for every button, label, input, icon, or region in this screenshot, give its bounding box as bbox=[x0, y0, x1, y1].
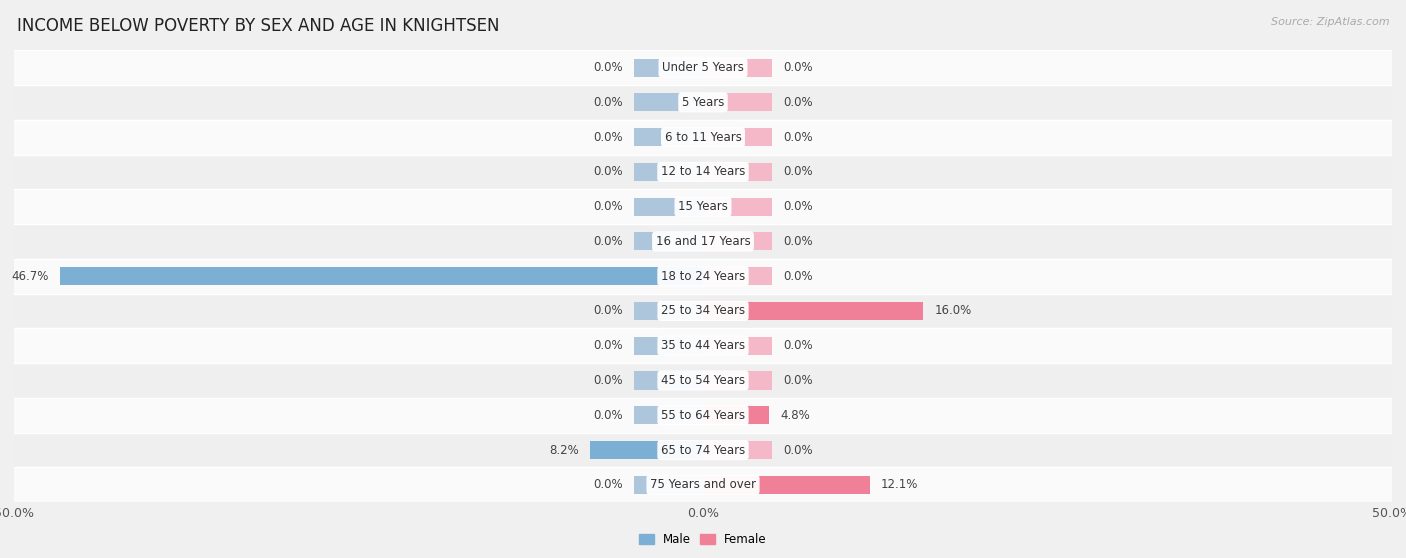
Bar bbox=[703, 406, 769, 424]
Text: 0.0%: 0.0% bbox=[593, 96, 623, 109]
Text: 0.0%: 0.0% bbox=[593, 339, 623, 352]
Text: 6 to 11 Years: 6 to 11 Years bbox=[665, 131, 741, 143]
Bar bbox=[703, 336, 772, 355]
Bar bbox=[703, 232, 772, 251]
Text: 55 to 64 Years: 55 to 64 Years bbox=[661, 409, 745, 422]
Text: 0.0%: 0.0% bbox=[783, 339, 813, 352]
Text: 0.0%: 0.0% bbox=[783, 374, 813, 387]
Bar bbox=[634, 406, 703, 424]
Bar bbox=[634, 302, 703, 320]
Bar bbox=[14, 328, 1392, 363]
Bar bbox=[14, 120, 1392, 155]
Bar bbox=[14, 468, 1392, 502]
Text: 0.0%: 0.0% bbox=[593, 165, 623, 179]
Text: 0.0%: 0.0% bbox=[593, 374, 623, 387]
Text: 0.0%: 0.0% bbox=[593, 131, 623, 143]
Text: 0.0%: 0.0% bbox=[783, 270, 813, 283]
Bar bbox=[703, 198, 772, 216]
Text: 0.0%: 0.0% bbox=[593, 478, 623, 491]
Text: 12.1%: 12.1% bbox=[880, 478, 918, 491]
Bar bbox=[634, 93, 703, 112]
Bar bbox=[703, 267, 772, 285]
Text: 45 to 54 Years: 45 to 54 Years bbox=[661, 374, 745, 387]
Bar bbox=[14, 363, 1392, 398]
Text: 0.0%: 0.0% bbox=[593, 235, 623, 248]
Bar bbox=[703, 128, 772, 146]
Text: 25 to 34 Years: 25 to 34 Years bbox=[661, 305, 745, 318]
Bar bbox=[703, 59, 772, 76]
Text: 0.0%: 0.0% bbox=[593, 409, 623, 422]
Bar bbox=[59, 267, 703, 285]
Text: 0.0%: 0.0% bbox=[783, 131, 813, 143]
Legend: Male, Female: Male, Female bbox=[634, 528, 772, 551]
Text: 16 and 17 Years: 16 and 17 Years bbox=[655, 235, 751, 248]
Text: 0.0%: 0.0% bbox=[593, 305, 623, 318]
Bar bbox=[14, 432, 1392, 468]
Bar bbox=[634, 372, 703, 389]
Bar bbox=[703, 302, 924, 320]
Text: 4.8%: 4.8% bbox=[780, 409, 810, 422]
Text: 8.2%: 8.2% bbox=[550, 444, 579, 456]
Bar bbox=[634, 232, 703, 251]
Bar bbox=[703, 441, 772, 459]
Text: 35 to 44 Years: 35 to 44 Years bbox=[661, 339, 745, 352]
Text: 0.0%: 0.0% bbox=[783, 165, 813, 179]
Text: 0.0%: 0.0% bbox=[593, 200, 623, 213]
Text: 15 Years: 15 Years bbox=[678, 200, 728, 213]
Bar bbox=[634, 476, 703, 494]
Bar bbox=[14, 398, 1392, 432]
Bar bbox=[14, 85, 1392, 120]
Text: Under 5 Years: Under 5 Years bbox=[662, 61, 744, 74]
Bar bbox=[634, 163, 703, 181]
Text: Source: ZipAtlas.com: Source: ZipAtlas.com bbox=[1271, 17, 1389, 27]
Text: 0.0%: 0.0% bbox=[783, 61, 813, 74]
Text: 18 to 24 Years: 18 to 24 Years bbox=[661, 270, 745, 283]
Text: INCOME BELOW POVERTY BY SEX AND AGE IN KNIGHTSEN: INCOME BELOW POVERTY BY SEX AND AGE IN K… bbox=[17, 17, 499, 35]
Bar bbox=[14, 259, 1392, 294]
Bar bbox=[634, 128, 703, 146]
Bar bbox=[634, 59, 703, 76]
Bar bbox=[14, 224, 1392, 259]
Bar bbox=[14, 294, 1392, 328]
Bar bbox=[634, 336, 703, 355]
Bar bbox=[14, 50, 1392, 85]
Text: 0.0%: 0.0% bbox=[783, 444, 813, 456]
Text: 16.0%: 16.0% bbox=[935, 305, 972, 318]
Text: 5 Years: 5 Years bbox=[682, 96, 724, 109]
Text: 12 to 14 Years: 12 to 14 Years bbox=[661, 165, 745, 179]
Bar bbox=[703, 372, 772, 389]
Bar bbox=[14, 189, 1392, 224]
Bar bbox=[634, 198, 703, 216]
Text: 0.0%: 0.0% bbox=[783, 96, 813, 109]
Text: 0.0%: 0.0% bbox=[593, 61, 623, 74]
Bar bbox=[591, 441, 703, 459]
Text: 46.7%: 46.7% bbox=[11, 270, 48, 283]
Text: 0.0%: 0.0% bbox=[783, 200, 813, 213]
Bar bbox=[703, 93, 772, 112]
Text: 75 Years and over: 75 Years and over bbox=[650, 478, 756, 491]
Bar bbox=[14, 155, 1392, 189]
Text: 65 to 74 Years: 65 to 74 Years bbox=[661, 444, 745, 456]
Bar bbox=[703, 476, 870, 494]
Bar bbox=[703, 163, 772, 181]
Text: 0.0%: 0.0% bbox=[783, 235, 813, 248]
